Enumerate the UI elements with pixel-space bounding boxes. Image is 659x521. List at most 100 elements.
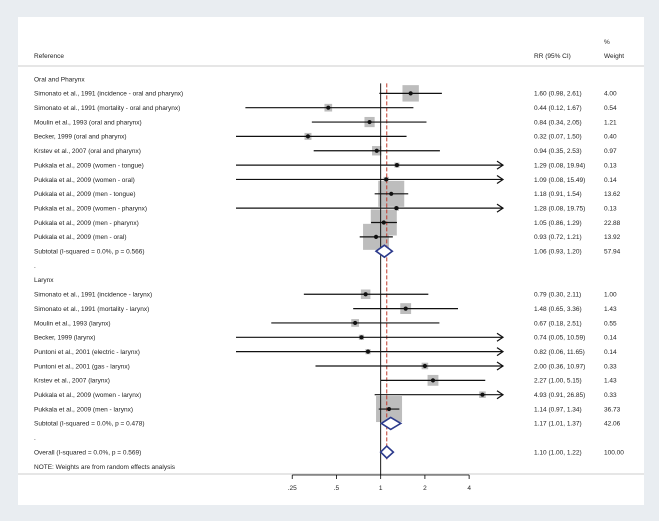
weight-value: 1.00 (604, 292, 617, 299)
group-label: Larynx (34, 277, 54, 284)
ci-arrow (496, 174, 505, 184)
axis-tick-label: .5 (334, 485, 340, 492)
point-estimate (363, 292, 368, 297)
ci-value: 1.05 (0.86, 1.29) (534, 220, 582, 227)
ci-arrow (496, 361, 505, 371)
weight-value: 0.13 (604, 162, 617, 169)
point-estimate (353, 320, 358, 326)
weight-value: 0.97 (604, 148, 617, 155)
weight-value: 0.14 (604, 177, 617, 184)
ci-value: 1.06 (0.93, 1.20) (534, 249, 582, 256)
ci-value: 1.29 (0.08, 19.94) (534, 162, 585, 169)
point-estimate (326, 105, 331, 110)
note-text: NOTE: Weights are from random effects an… (34, 464, 176, 471)
study-label: Simonato et al., 1991 (incidence - oral … (34, 91, 183, 98)
study-label: Pukkala et al., 2009 (women - pharynx) (34, 205, 147, 212)
subtotal-label: Subtotal (I-squared = 0.0%, p = 0.478) (34, 421, 145, 428)
weight-value: 0.55 (604, 320, 617, 327)
axis-tick-label: 2 (423, 485, 427, 492)
study-label: Pukkala et al., 2009 (women - oral) (34, 177, 135, 184)
subtotal-label: Subtotal (I-squared = 0.0%, p = 0.566) (34, 249, 145, 256)
ci-value: 1.10 (1.00, 1.22) (534, 449, 582, 456)
weight-value: 0.54 (604, 105, 617, 112)
summary-diamond (374, 244, 394, 259)
point-estimate (403, 306, 408, 311)
point-estimate (394, 206, 399, 211)
point-estimate (480, 392, 485, 397)
study-label: Becker, 1999 (larynx) (34, 335, 95, 342)
study-label: Simonato et al., 1991 (mortality - oral … (34, 105, 180, 112)
point-estimate (367, 119, 372, 125)
weight-value: 4.00 (604, 91, 617, 98)
ci-value: 2.27 (1.00, 5.15) (534, 378, 582, 385)
weight-value: 1.43 (604, 378, 617, 385)
weight-value: 13.62 (604, 191, 621, 198)
ci-value: 1.17 (1.01, 1.37) (534, 421, 582, 428)
ci-value: 0.82 (0.06, 11.65) (534, 349, 585, 356)
study-label: Krstev et al., 2007 (oral and pharynx) (34, 148, 141, 155)
ci-value: 0.67 (0.18, 2.51) (534, 320, 582, 327)
summary-diamond (379, 416, 403, 431)
study-label: Simonato et al., 1991 (incidence - laryn… (34, 292, 152, 299)
study-label: Moulin et al., 1993 (oral and pharynx) (34, 119, 142, 126)
plot-rows: Oral and Pharynx Simonato et al., 1991 (i… (34, 76, 624, 475)
study-label: Pukkala et al., 2009 (women - tongue) (34, 162, 144, 169)
study-label: Puntoni et al., 2001 (electric - larynx) (34, 349, 140, 356)
point-estimate (365, 349, 371, 354)
ci-value: 0.84 (0.34, 2.05) (534, 119, 582, 126)
point-estimate (381, 220, 386, 225)
forest-plot-panel: % Reference RR (95% CI) Weight Oral and … (18, 17, 644, 505)
forest-plot: % Reference RR (95% CI) Weight Oral and … (18, 39, 644, 492)
header-rr: RR (95% CI) (534, 53, 571, 60)
study-label: Puntoni et al., 2001 (gas - larynx) (34, 363, 130, 370)
point-estimate (394, 163, 400, 168)
study-label: Pukkala et al., 2009 (women - larynx) (34, 392, 141, 399)
header-pct: % (604, 39, 610, 46)
ci-value: 1.09 (0.08, 15.49) (534, 177, 585, 184)
group-label: Oral and Pharynx (34, 76, 85, 83)
point-estimate (359, 335, 364, 340)
ci-value: 0.74 (0.05, 10.59) (534, 335, 585, 342)
spacer-dot: . (34, 435, 36, 442)
study-label: Pukkala et al., 2009 (men - tongue) (34, 191, 136, 198)
study-label: Pukkala et al., 2009 (men - pharynx) (34, 220, 139, 227)
ci-value: 0.94 (0.35, 2.53) (534, 148, 582, 155)
ci-arrow (496, 390, 505, 400)
weight-value: 42.06 (604, 421, 621, 428)
study-label: Moulin et al., 1993 (larynx) (34, 320, 111, 327)
ci-value: 0.79 (0.30, 2.11) (534, 292, 581, 299)
weight-value: 0.13 (604, 205, 617, 212)
weight-value: 0.33 (604, 392, 617, 399)
study-label: Pukkala et al., 2009 (men - larynx) (34, 406, 133, 413)
point-estimate (373, 234, 379, 239)
weight-value: 13.92 (604, 234, 621, 241)
ci-arrow (496, 160, 505, 170)
weight-value: 22.88 (604, 220, 621, 227)
study-label: Pukkala et al., 2009 (men - oral) (34, 234, 127, 241)
study-label: Becker, 1999 (oral and pharynx) (34, 134, 127, 141)
point-estimate (430, 378, 436, 383)
ci-value: 1.14 (0.97, 1.34) (534, 406, 582, 413)
ci-value: 1.28 (0.08, 19.75) (534, 205, 585, 212)
ci-arrow (496, 332, 505, 342)
point-estimate (422, 363, 428, 369)
weight-value: 0.14 (604, 349, 617, 356)
header-weight: Weight (604, 53, 624, 60)
x-axis: .25 .5 1 2 4 (288, 474, 471, 492)
header-reference: Reference (34, 53, 64, 60)
point-estimate (374, 148, 379, 153)
ci-value: 1.18 (0.91, 1.54) (534, 191, 582, 198)
ci-arrow (496, 347, 505, 357)
weight-value: 0.33 (604, 363, 617, 370)
ci-arrow (496, 203, 505, 213)
weight-value: 57.94 (604, 249, 621, 256)
point-estimate (408, 91, 413, 96)
weight-value: 0.14 (604, 335, 617, 342)
weight-value: 100.00 (604, 449, 624, 456)
weight-value: 1.21 (604, 119, 617, 126)
point-estimate (305, 134, 311, 139)
axis-tick-label: 1 (379, 485, 383, 492)
weight-value: 36.73 (604, 406, 621, 413)
study-label: Krstev et al., 2007 (larynx) (34, 378, 110, 385)
summary-diamond (379, 444, 395, 460)
